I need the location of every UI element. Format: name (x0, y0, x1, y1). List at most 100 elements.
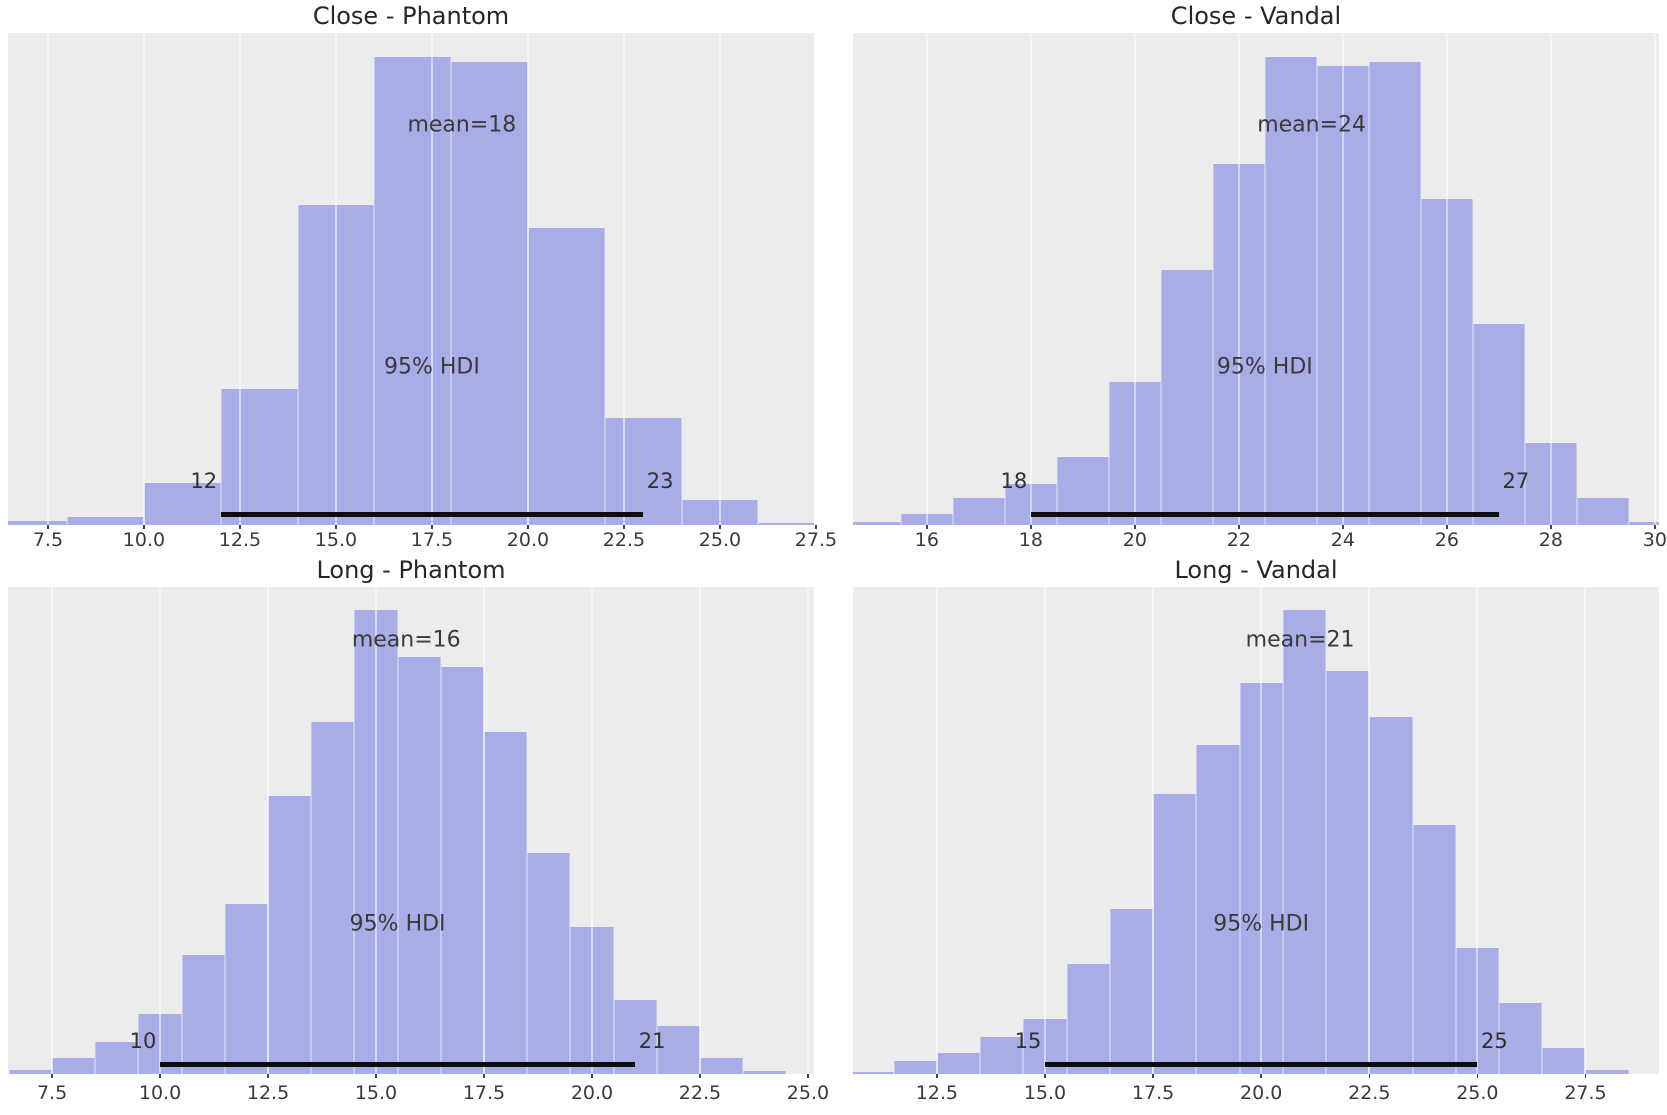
hdi-upper-value: 25 (1481, 1028, 1508, 1053)
x-tick-mark (815, 525, 817, 529)
gridline (526, 33, 529, 525)
x-tick-label: 26 (1434, 529, 1459, 551)
x-tick-label: 18 (1018, 529, 1043, 551)
x-tick-label: 20 (1122, 529, 1147, 551)
gridline (267, 587, 270, 1074)
x-tick-label: 15.0 (354, 1082, 398, 1104)
hdi-interval-line (160, 1062, 636, 1068)
x-tick-mark (1030, 525, 1032, 529)
gridline (698, 587, 701, 1074)
x-tick-mark (1654, 525, 1656, 529)
x-tick-mark (1238, 525, 1240, 529)
x-tick-label: 20.0 (506, 529, 550, 551)
x-tick-label: 20.0 (570, 1082, 614, 1104)
gridline (935, 587, 938, 1074)
histogram-bar (743, 1071, 787, 1074)
histogram-bar (397, 656, 441, 1074)
x-tick-label: 28 (1538, 529, 1563, 551)
histogram-bar (374, 56, 452, 525)
histogram-bar (8, 1070, 53, 1074)
gridline (51, 587, 54, 1074)
gridline (1152, 587, 1155, 1074)
histogram-bar (1499, 1003, 1543, 1074)
histogram-bar (893, 1061, 937, 1074)
gridline (1341, 33, 1344, 525)
x-tick-label: 24 (1330, 529, 1355, 551)
x-tick-label: 22.5 (678, 1082, 722, 1104)
histogram-bar (1542, 1047, 1586, 1074)
plot-area-long-phantom: mean=16 95% HDI 10 21 (8, 587, 814, 1074)
x-tick-label: 12.5 (915, 1082, 959, 1104)
histogram-bar (1585, 1069, 1629, 1074)
x-tick-label: 17.5 (1131, 1082, 1175, 1104)
histogram-bar (1264, 56, 1317, 525)
histogram-bar (8, 521, 68, 525)
histogram-bar (268, 795, 312, 1074)
histogram-bar (980, 1036, 1024, 1074)
histogram-bar (853, 1072, 894, 1074)
x-tick-mark (1584, 1074, 1587, 1078)
x-tick-label: 25.0 (786, 1082, 830, 1104)
gridline (1653, 33, 1656, 525)
x-tick-mark (1342, 525, 1344, 529)
mean-label: mean=18 (407, 112, 517, 138)
gridline (159, 587, 162, 1074)
hdi-upper-value: 27 (1502, 469, 1530, 494)
gridline (1549, 33, 1552, 525)
gridline (718, 33, 721, 525)
histogram-bar (220, 389, 298, 525)
histogram-bar (1576, 498, 1629, 525)
histogram-bar (1066, 964, 1110, 1074)
histogram-bar (952, 498, 1005, 525)
x-tick-mark (719, 525, 721, 529)
x-tick-mark (807, 1074, 809, 1078)
gridline (622, 33, 625, 525)
plot-area-close-phantom: mean=18 95% HDI 12 23 (8, 33, 814, 525)
x-tick-label: 17.5 (410, 529, 454, 551)
x-tick-mark (143, 525, 145, 529)
gridline (238, 33, 241, 525)
histogram-bar (451, 61, 528, 525)
panel-title-long-phantom: Long - Phantom (316, 556, 506, 584)
x-tick-label: 22.5 (1348, 1082, 1391, 1104)
x-tick-mark (267, 1074, 269, 1078)
histogram-bar (483, 732, 528, 1074)
histogram-bar (656, 1026, 700, 1074)
histogram-bar (613, 999, 657, 1074)
histogram-bar (1472, 324, 1525, 525)
x-tick-mark (375, 1074, 377, 1078)
x-tick-label: 15.0 (314, 529, 358, 551)
x-tick-label: 20.0 (1240, 1082, 1283, 1104)
histogram-bar (699, 1058, 744, 1074)
histogram-bar (1282, 610, 1327, 1074)
histogram-bar (1109, 909, 1154, 1074)
mean-label: mean=24 (1257, 112, 1367, 138)
x-tick-mark (47, 525, 49, 529)
histogram-bar (143, 482, 221, 525)
x-tick-mark (1134, 525, 1136, 529)
x-tick-mark (1260, 1074, 1262, 1078)
plot-area-close-vandal: mean=24 95% HDI 18 27 (853, 33, 1659, 525)
hdi-lower-value: 15 (1014, 1028, 1042, 1053)
histogram-bar (181, 955, 225, 1074)
gridline (334, 33, 337, 525)
x-tick-label: 12.5 (218, 529, 262, 551)
gridline (375, 587, 377, 1074)
gridline (142, 33, 145, 525)
histogram-bar (311, 721, 355, 1074)
x-tick-label: 30 (1642, 529, 1667, 551)
hdi-text-label: 95% HDI (1213, 911, 1310, 937)
histogram-bar (758, 522, 814, 525)
x-tick-mark (51, 1074, 53, 1078)
hdi-lower-value: 18 (1000, 469, 1028, 494)
x-tick-label: 7.5 (32, 529, 64, 551)
x-tick-mark (483, 1074, 485, 1078)
histogram-bar (52, 1058, 96, 1074)
x-tick-label: 25.0 (1456, 1082, 1499, 1104)
histogram-bar (440, 666, 484, 1074)
plot-area-long-vandal: mean=21 95% HDI 15 25 (853, 587, 1659, 1074)
x-tick-label: 7.5 (36, 1082, 68, 1104)
mean-label: mean=21 (1245, 627, 1355, 653)
x-tick-label: 22 (1226, 529, 1251, 551)
